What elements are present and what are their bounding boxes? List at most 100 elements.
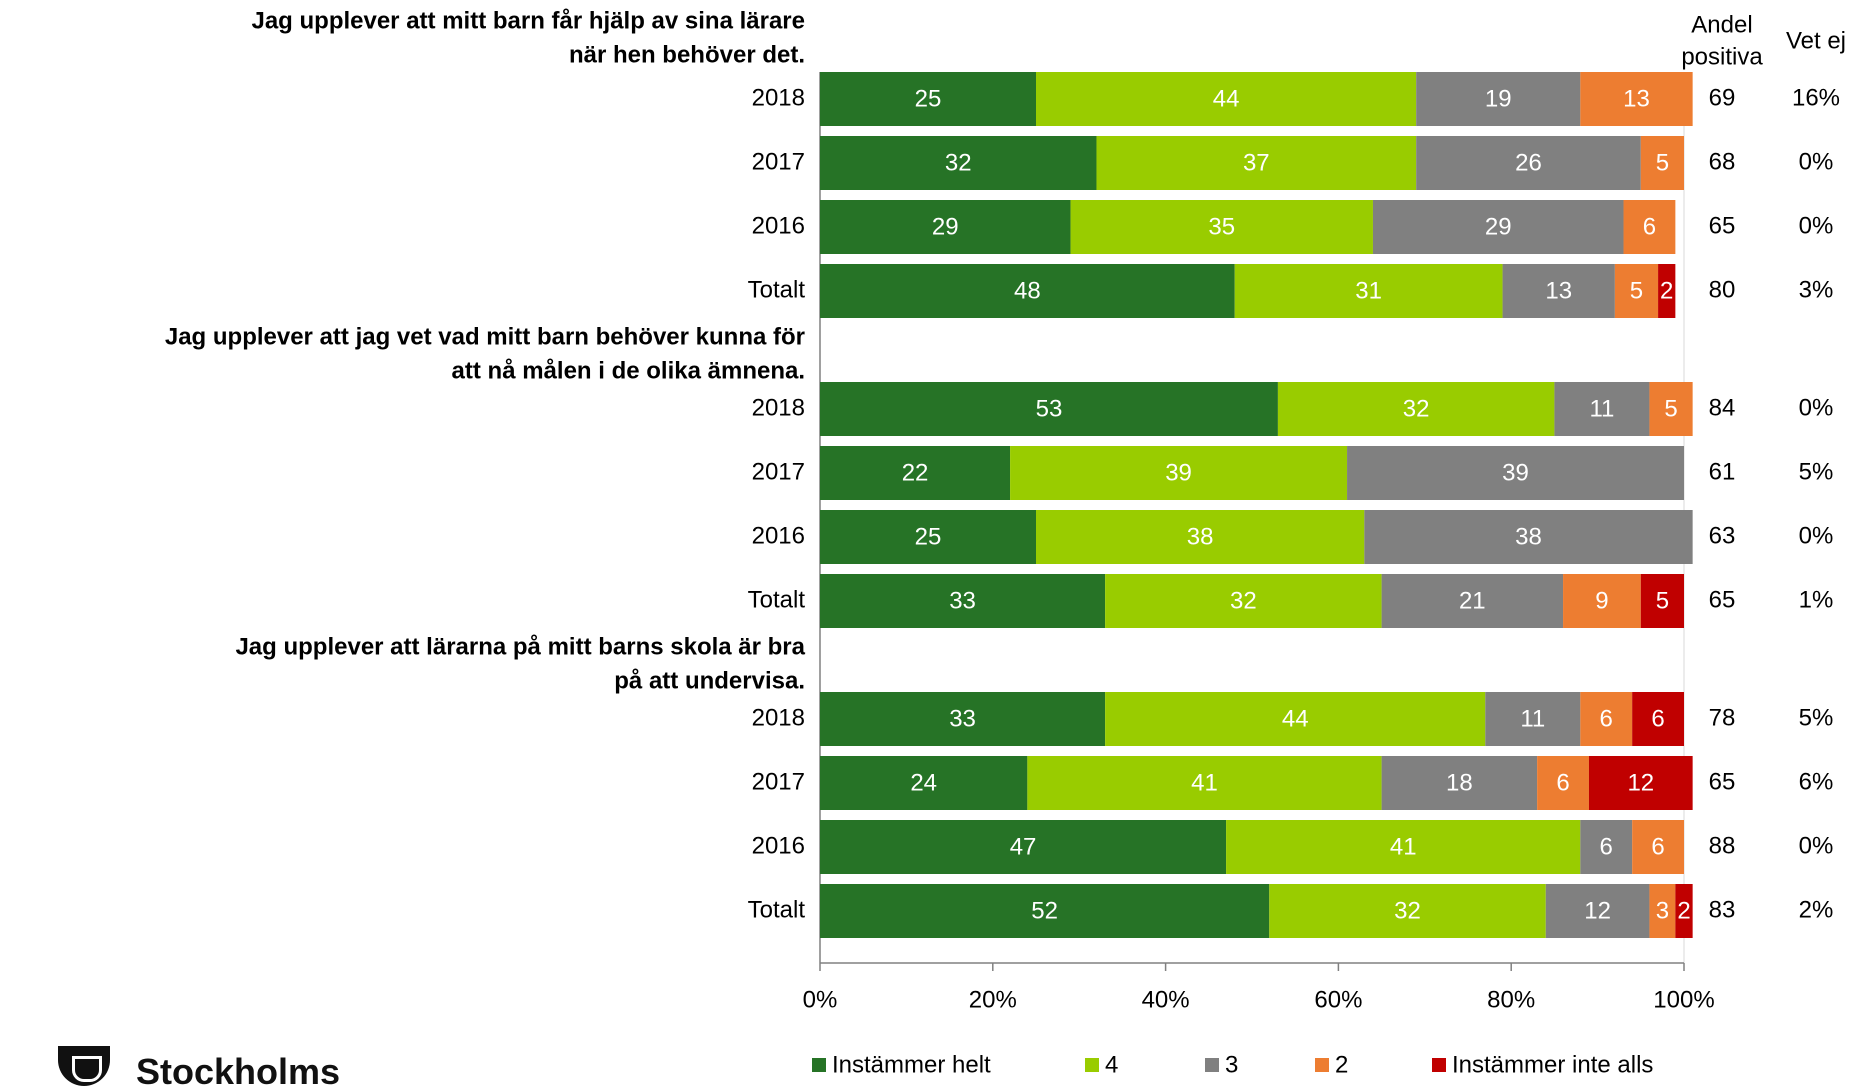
data-label: 19 <box>1485 85 1512 112</box>
positive-value: 69 <box>1709 84 1736 111</box>
data-label: 6 <box>1643 213 1656 240</box>
data-label: 6 <box>1600 705 1613 732</box>
question-title: att nå målen i de olika ämnena. <box>452 357 805 384</box>
data-label: 6 <box>1651 705 1664 732</box>
row-label: 2016 <box>752 522 805 549</box>
bar-segment <box>1563 574 1641 628</box>
row-label: 2018 <box>752 394 805 421</box>
row-label: 2016 <box>752 212 805 239</box>
positive-value: 65 <box>1709 586 1736 613</box>
data-label: 3 <box>1656 897 1669 924</box>
data-label: 32 <box>1394 897 1421 924</box>
unknown-value: 0% <box>1799 212 1834 239</box>
data-label: 32 <box>1403 395 1430 422</box>
legend-swatch <box>1205 1058 1219 1072</box>
bar-segment <box>1554 382 1650 436</box>
positive-value: 65 <box>1709 768 1736 795</box>
data-label: 2 <box>1660 277 1673 304</box>
legend-swatch <box>1315 1058 1329 1072</box>
question-title: på att undervisa. <box>614 667 805 694</box>
data-label: 37 <box>1243 149 1270 176</box>
bar-segment <box>1623 200 1676 254</box>
question-title: Jag upplever att mitt barn får hjälp av … <box>251 7 805 34</box>
header-positive-line2: positiva <box>1681 43 1763 70</box>
unknown-value: 0% <box>1799 394 1834 421</box>
unknown-value: 0% <box>1799 832 1834 859</box>
bar-segment <box>820 820 1227 874</box>
bar-segment <box>1485 692 1581 746</box>
unknown-value: 2% <box>1799 896 1834 923</box>
row-label: Totalt <box>748 586 806 613</box>
bar-segment <box>1675 884 1693 938</box>
bar-segment <box>1105 574 1382 628</box>
x-tick-label: 40% <box>1142 986 1190 1013</box>
positive-value: 65 <box>1709 212 1736 239</box>
logo-text: Stockholms <box>136 1051 341 1092</box>
data-label: 32 <box>945 149 972 176</box>
data-label: 29 <box>932 213 959 240</box>
data-label: 6 <box>1651 833 1664 860</box>
legend-label: 2 <box>1335 1051 1348 1078</box>
legend-swatch <box>812 1058 826 1072</box>
data-label: 21 <box>1459 587 1486 614</box>
unknown-value: 5% <box>1799 458 1834 485</box>
bar-segment <box>1096 136 1417 190</box>
data-label: 33 <box>949 705 976 732</box>
positive-value: 68 <box>1709 148 1736 175</box>
bar-segment <box>1640 136 1684 190</box>
row-label: 2017 <box>752 148 805 175</box>
question-title: Jag upplever att lärarna på mitt barns s… <box>235 633 805 660</box>
bar-segment <box>820 884 1270 938</box>
data-label: 5 <box>1664 395 1677 422</box>
bar-segment <box>820 756 1028 810</box>
bar-segment <box>1580 72 1693 126</box>
bar-segment <box>1658 264 1676 318</box>
data-label: 25 <box>915 85 942 112</box>
unknown-value: 5% <box>1799 704 1834 731</box>
bar-segment <box>1537 756 1589 810</box>
positive-value: 63 <box>1709 522 1736 549</box>
bar-segment <box>1226 820 1581 874</box>
positive-value: 61 <box>1709 458 1736 485</box>
data-label: 41 <box>1390 833 1417 860</box>
positive-value: 88 <box>1709 832 1736 859</box>
row-label: 2016 <box>752 832 805 859</box>
data-label: 12 <box>1584 897 1611 924</box>
data-label: 52 <box>1031 897 1058 924</box>
bar-segment <box>1372 200 1624 254</box>
legend-swatch <box>1085 1058 1099 1072</box>
unknown-value: 16% <box>1792 84 1840 111</box>
bar-segment <box>1580 692 1633 746</box>
bar-segment <box>820 72 1036 126</box>
data-label: 44 <box>1282 705 1309 732</box>
data-label: 39 <box>1502 459 1529 486</box>
data-label: 5 <box>1630 277 1643 304</box>
data-label: 5 <box>1656 149 1669 176</box>
data-label: 24 <box>910 769 937 796</box>
stockholm-logo: Stockholms <box>58 1046 340 1090</box>
row-label: Totalt <box>748 276 806 303</box>
x-tick-label: 80% <box>1487 986 1535 1013</box>
data-label: 33 <box>949 587 976 614</box>
data-label: 13 <box>1623 85 1650 112</box>
data-label: 31 <box>1355 277 1382 304</box>
x-tick-label: 60% <box>1314 986 1362 1013</box>
bar-segment <box>820 264 1235 318</box>
bar-segment <box>820 510 1036 564</box>
bar-segment <box>1640 574 1684 628</box>
row-label: 2018 <box>752 84 805 111</box>
x-tick-label: 100% <box>1653 986 1714 1013</box>
bar-segment <box>1416 136 1641 190</box>
bar-segment <box>820 574 1106 628</box>
bar-segment <box>1649 884 1676 938</box>
data-label: 5 <box>1656 587 1669 614</box>
bar-segment <box>1580 820 1633 874</box>
bar-segment <box>1502 264 1615 318</box>
data-label: 41 <box>1191 769 1218 796</box>
data-label: 9 <box>1595 587 1608 614</box>
data-label: 29 <box>1485 213 1512 240</box>
bar-segment <box>1027 756 1382 810</box>
x-tick-label: 20% <box>969 986 1017 1013</box>
bar-segment <box>1036 72 1417 126</box>
positive-value: 83 <box>1709 896 1736 923</box>
